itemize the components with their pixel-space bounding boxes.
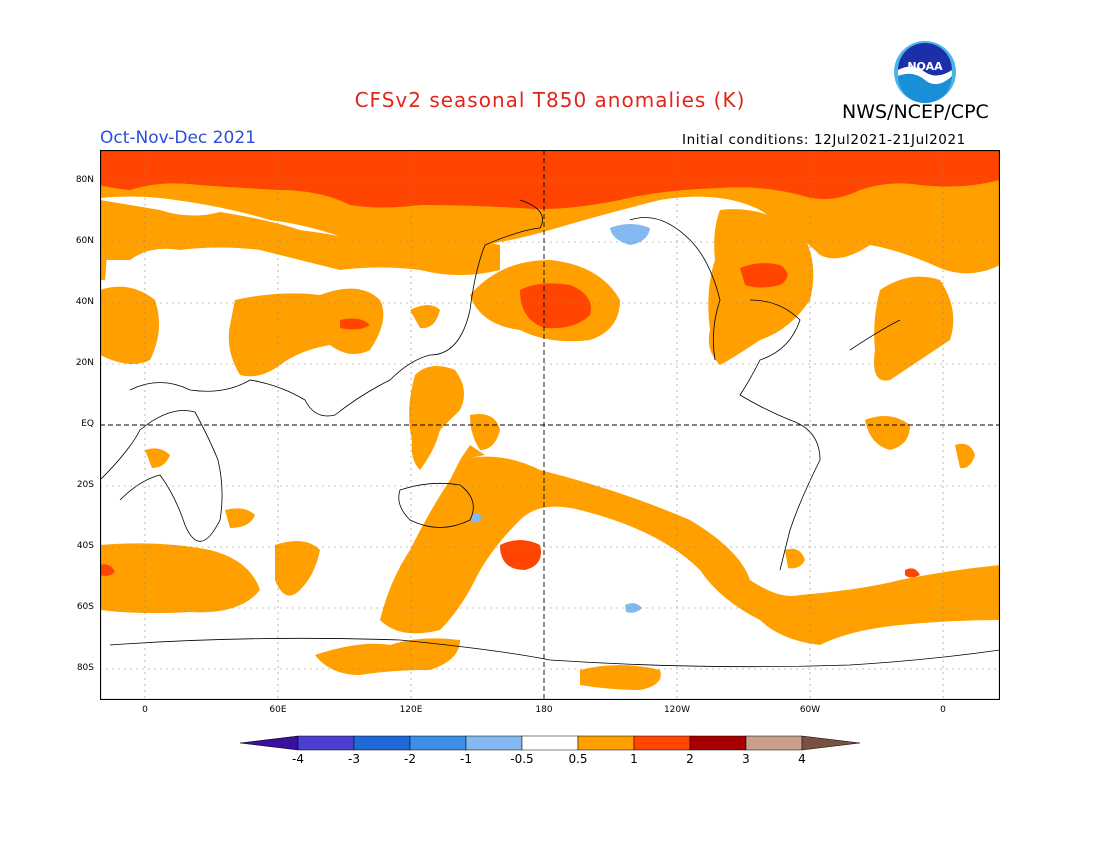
lat-gridlines: [100, 180, 1000, 670]
colorbar-segment: [577, 735, 635, 751]
lat-label: 40N: [75, 297, 94, 307]
colorbar-segment: [297, 735, 355, 751]
colorbar-label: 3: [742, 752, 750, 766]
agency-label: NWS/NCEP/CPC: [842, 101, 989, 123]
colorbar-label: -4: [292, 752, 304, 766]
colorbar-segment: [633, 735, 691, 751]
colorbar-label: 1: [630, 752, 638, 766]
lon-label: 120W: [663, 705, 691, 715]
anomaly-map: [100, 150, 1000, 700]
coastlines: [100, 199, 1000, 668]
colorbar-segment: [409, 735, 467, 751]
colorbar-label: -0.5: [510, 752, 534, 766]
season-label: Oct-Nov-Dec 2021: [100, 128, 256, 148]
colorbar-segment: [689, 735, 747, 751]
colorbar-segment: [465, 735, 523, 751]
noaa-logo-text: NOAA: [907, 60, 943, 73]
colorbar-segment: [240, 735, 299, 751]
lon-label: 180: [535, 705, 553, 715]
lat-label: EQ: [81, 419, 94, 429]
initial-conditions: Initial conditions: 12Jul2021-21Jul2021: [682, 132, 966, 148]
colorbar-label: -1: [460, 752, 472, 766]
lon-label: 0: [940, 705, 946, 715]
lat-label: 80N: [75, 175, 94, 185]
colorbar-segment: [353, 735, 411, 751]
colorbar-segment: [745, 735, 803, 751]
anomaly-negative-fill: [472, 224, 650, 613]
colorbar-label: -3: [348, 752, 360, 766]
lat-label: 60S: [76, 602, 94, 612]
lat-label: 80S: [76, 663, 94, 673]
lon-gridlines: [144, 150, 944, 700]
map-title: CFSv2 seasonal T850 anomalies (K): [354, 88, 746, 112]
colorbar-label: 4: [798, 752, 806, 766]
lat-label: 20S: [76, 480, 94, 490]
colorbar-label: 2: [686, 752, 694, 766]
lat-label: 60N: [75, 236, 94, 246]
noaa-logo-icon: NOAA: [894, 41, 956, 103]
colorbar-segment: [521, 735, 579, 751]
lat-label: 20N: [75, 358, 94, 368]
colorbar-segment: [801, 735, 860, 751]
colorbar-label: 0.5: [568, 752, 588, 766]
colorbar: [240, 735, 860, 751]
lon-label: 60W: [799, 705, 821, 715]
lat-label: 40S: [76, 541, 94, 551]
anomaly-strong-fill: [100, 150, 1000, 578]
colorbar-label: -2: [404, 752, 416, 766]
lon-label: 0: [142, 705, 148, 715]
lon-label: 60E: [269, 705, 287, 715]
lon-label: 120E: [399, 705, 423, 715]
